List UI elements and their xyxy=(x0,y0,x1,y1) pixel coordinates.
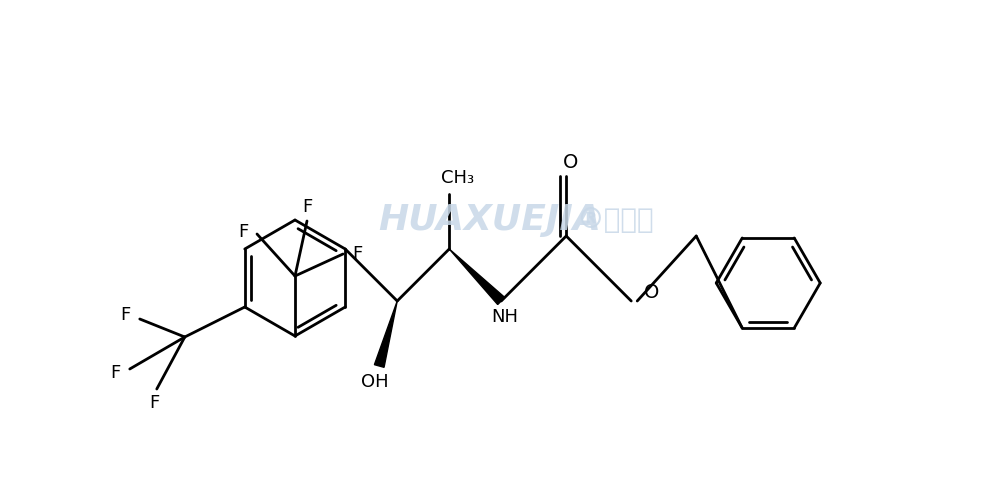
Text: F: F xyxy=(121,306,131,324)
Text: O: O xyxy=(563,152,578,172)
Text: NH: NH xyxy=(492,308,519,326)
Text: OH: OH xyxy=(361,373,389,391)
Polygon shape xyxy=(374,301,398,367)
Text: F: F xyxy=(352,245,362,263)
Text: CH₃: CH₃ xyxy=(441,169,473,187)
Text: F: F xyxy=(150,394,159,412)
Text: F: F xyxy=(238,223,248,241)
Polygon shape xyxy=(450,249,505,304)
Text: O: O xyxy=(644,283,659,303)
Text: ®化学加: ®化学加 xyxy=(577,206,653,234)
Text: HUAXUEJIA: HUAXUEJIA xyxy=(379,203,601,237)
Text: F: F xyxy=(110,364,121,382)
Text: F: F xyxy=(302,198,312,216)
